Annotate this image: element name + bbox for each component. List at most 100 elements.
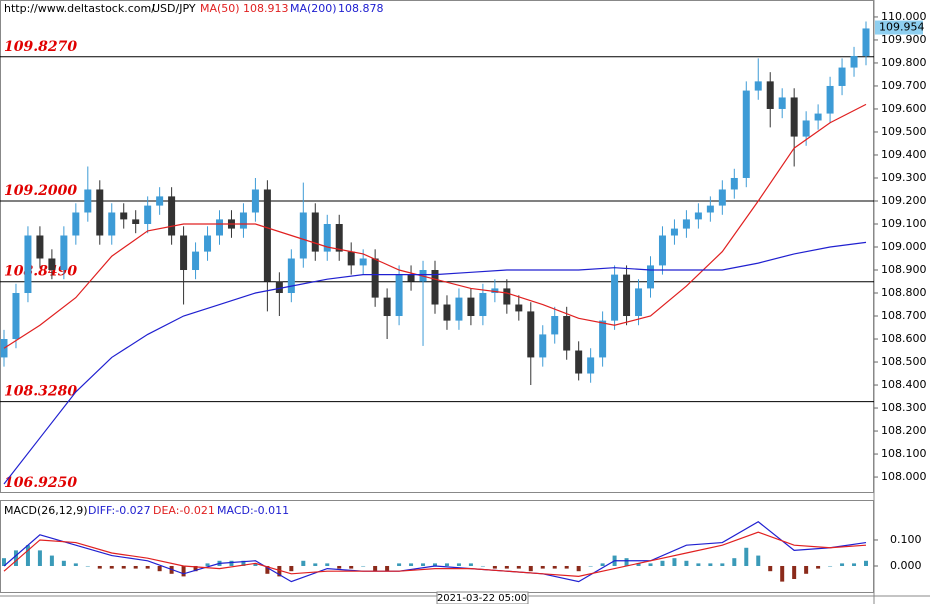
- y-tick-label: 109.500: [881, 125, 927, 138]
- candle-body: [682, 219, 690, 229]
- histogram-bar: [444, 563, 449, 566]
- histogram-bar: [301, 560, 306, 566]
- y-tick-label: 109.400: [881, 148, 927, 161]
- histogram-bar: [289, 565, 294, 572]
- candle-body: [611, 274, 619, 321]
- histogram-bar: [564, 565, 569, 569]
- histogram-bar: [421, 563, 426, 566]
- histogram-bar: [133, 565, 138, 569]
- histogram-bar: [468, 563, 473, 566]
- candle-body: [766, 81, 774, 109]
- histogram-bar: [241, 560, 246, 566]
- macd-title: MACD(26,12,9): [4, 504, 88, 517]
- candle-body: [491, 288, 499, 294]
- candle-body: [527, 311, 535, 358]
- diff-label: DIFF:-0.027: [88, 504, 151, 517]
- candle-body: [814, 113, 822, 121]
- histogram-bar: [828, 565, 833, 567]
- y-tick-label: 109.800: [881, 56, 927, 69]
- candle-body: [635, 288, 643, 317]
- histogram-bar: [696, 563, 701, 566]
- candle-body: [132, 219, 140, 224]
- candle-body: [706, 205, 714, 213]
- candle-body: [431, 270, 439, 305]
- histogram-bar: [864, 560, 868, 566]
- histogram-bar: [61, 560, 66, 566]
- line: [3, 241, 867, 485]
- candle-body: [60, 235, 68, 271]
- histogram-bar: [516, 565, 521, 569]
- y-tick-label: 0.000: [890, 559, 922, 572]
- candle-body: [335, 223, 343, 252]
- candle-body: [311, 212, 319, 252]
- candle-body: [84, 189, 92, 213]
- histogram-bar: [576, 565, 581, 572]
- level-label: 108.8490: [4, 264, 77, 280]
- candle-body: [287, 258, 295, 294]
- histogram-bar: [109, 565, 114, 569]
- histogram-bar: [852, 563, 857, 566]
- candle-body: [96, 189, 104, 236]
- y-tick-label: 108.400: [881, 378, 927, 391]
- histogram-bar: [49, 555, 54, 566]
- candle-body: [575, 350, 583, 374]
- histogram-bar: [552, 565, 557, 569]
- candle-body: [754, 81, 762, 91]
- histogram-bar: [13, 550, 18, 566]
- histogram-bar: [636, 563, 641, 566]
- histogram-bar: [588, 565, 593, 567]
- histogram-bar: [744, 547, 749, 566]
- histogram-bar: [768, 565, 773, 572]
- y-tick-label: 109.900: [881, 33, 927, 46]
- histogram-bar: [792, 565, 797, 579]
- y-tick-label: 0.100: [890, 533, 922, 546]
- level-label: 106.9250: [4, 475, 77, 491]
- y-tick-label: 108.000: [881, 470, 927, 483]
- candle-body: [204, 235, 212, 252]
- histogram-bar: [373, 565, 378, 572]
- candle-body: [778, 97, 786, 109]
- date-box: [436, 591, 529, 604]
- level-label: 108.3280: [4, 384, 77, 400]
- histogram-bar: [540, 565, 545, 569]
- histogram-bar: [600, 563, 605, 566]
- histogram-bar: [684, 560, 689, 566]
- histogram-bar: [361, 565, 366, 567]
- candle-body: [36, 235, 44, 259]
- candle-body: [539, 334, 547, 358]
- candle-body: [455, 297, 463, 321]
- histogram-bar: [756, 555, 761, 566]
- candle-body: [359, 258, 367, 266]
- histogram-bar: [349, 565, 354, 569]
- histogram-bar: [456, 563, 461, 566]
- y-tick-label: 108.900: [881, 263, 927, 276]
- candle-body: [72, 212, 80, 236]
- candle-body: [742, 90, 750, 178]
- histogram-bar: [840, 563, 845, 566]
- histogram-bar: [205, 563, 210, 566]
- candle-body: [323, 223, 331, 252]
- y-tick-label: 108.600: [881, 332, 927, 345]
- histogram-bar: [660, 560, 665, 566]
- candle-body: [479, 293, 487, 317]
- candle-body: [216, 219, 223, 236]
- histogram-bar: [720, 563, 725, 566]
- line: [3, 103, 867, 349]
- legend-value: 108.878: [338, 2, 384, 15]
- last-price-box: [875, 20, 923, 35]
- y-tick-label: 108.500: [881, 355, 927, 368]
- candle-body: [48, 258, 56, 271]
- candle-body: [108, 212, 116, 236]
- histogram-bar: [780, 565, 785, 582]
- histogram-bar: [37, 550, 42, 566]
- histogram-bar: [385, 565, 390, 572]
- candle-body: [383, 297, 391, 317]
- histogram-bar: [85, 565, 90, 567]
- candle-body: [515, 304, 523, 312]
- histogram-bar: [732, 558, 737, 566]
- histogram-bar: [816, 565, 821, 569]
- candle-body: [263, 189, 271, 282]
- histogram-bar: [25, 545, 30, 566]
- histogram-bar: [121, 565, 126, 569]
